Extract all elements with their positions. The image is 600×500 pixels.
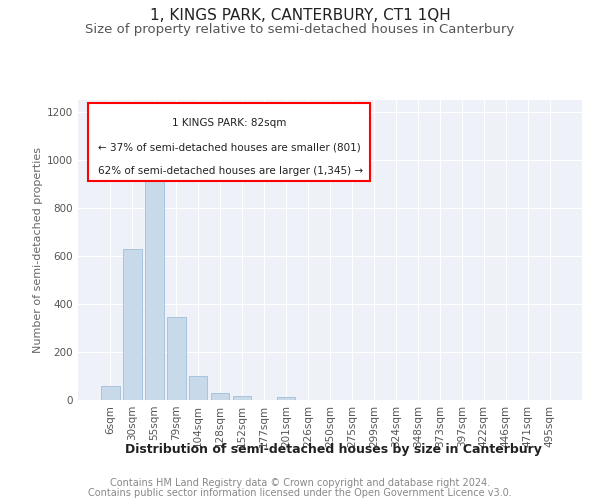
Bar bbox=[211, 393, 229, 400]
Text: Contains HM Land Registry data © Crown copyright and database right 2024.: Contains HM Land Registry data © Crown c… bbox=[110, 478, 490, 488]
Bar bbox=[123, 249, 142, 400]
Text: Distribution of semi-detached houses by size in Canterbury: Distribution of semi-detached houses by … bbox=[125, 442, 541, 456]
Y-axis label: Number of semi-detached properties: Number of semi-detached properties bbox=[33, 147, 43, 353]
Bar bbox=[167, 317, 185, 400]
Text: 1, KINGS PARK, CANTERBURY, CT1 1QH: 1, KINGS PARK, CANTERBURY, CT1 1QH bbox=[149, 8, 451, 22]
Bar bbox=[189, 376, 208, 400]
Bar bbox=[101, 386, 119, 400]
Bar bbox=[277, 397, 295, 400]
Bar bbox=[233, 396, 251, 400]
Text: Contains public sector information licensed under the Open Government Licence v3: Contains public sector information licen… bbox=[88, 488, 512, 498]
Text: Size of property relative to semi-detached houses in Canterbury: Size of property relative to semi-detach… bbox=[85, 22, 515, 36]
Text: ← 37% of semi-detached houses are smaller (801): ← 37% of semi-detached houses are smalle… bbox=[98, 142, 361, 152]
Bar bbox=[145, 160, 164, 400]
Text: 1 KINGS PARK: 82sqm: 1 KINGS PARK: 82sqm bbox=[172, 118, 286, 128]
Text: 62% of semi-detached houses are larger (1,345) →: 62% of semi-detached houses are larger (… bbox=[98, 166, 363, 176]
FancyBboxPatch shape bbox=[88, 103, 370, 181]
